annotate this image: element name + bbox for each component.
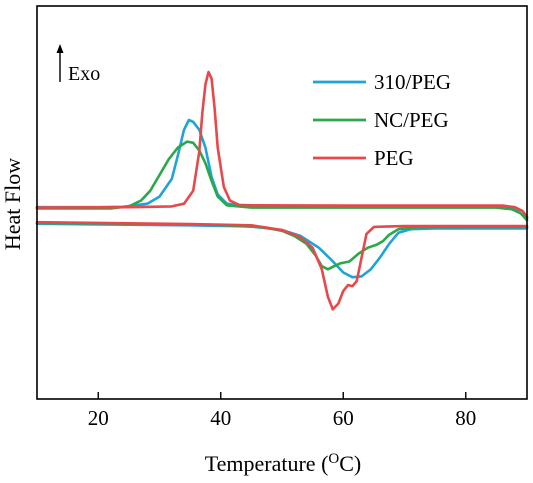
x-axis-title-main: Temperature ( <box>205 451 329 476</box>
exo-label: Exo <box>68 63 100 85</box>
legend-label-310-peg: 310/PEG <box>374 70 451 94</box>
x-axis-ticks: 20 40 60 80 <box>88 392 476 430</box>
legend-label-peg: PEG <box>374 146 414 170</box>
series-nc-peg-cooling-line <box>35 140 529 222</box>
x-tick-label: 80 <box>455 406 476 430</box>
legend: 310/PEG NC/PEG PEG <box>313 70 451 170</box>
exo-arrow-head-icon <box>56 44 64 53</box>
x-axis-title-unit: C) <box>339 451 361 476</box>
x-tick-label: 40 <box>210 406 231 430</box>
x-axis-title-superscript: O <box>328 451 339 467</box>
x-tick-label: 20 <box>88 406 109 430</box>
x-tick-label: 60 <box>333 406 354 430</box>
x-axis-title: Temperature (OC) <box>205 451 362 476</box>
series-peg-cooling-line <box>35 70 529 219</box>
series-peg-heating-line <box>35 220 529 311</box>
y-axis-title: Heat Flow <box>0 158 25 250</box>
legend-label-nc-peg: NC/PEG <box>374 108 449 132</box>
plot-frame <box>36 5 528 400</box>
series-layer <box>35 70 529 311</box>
exo-annotation: Exo <box>56 44 100 85</box>
